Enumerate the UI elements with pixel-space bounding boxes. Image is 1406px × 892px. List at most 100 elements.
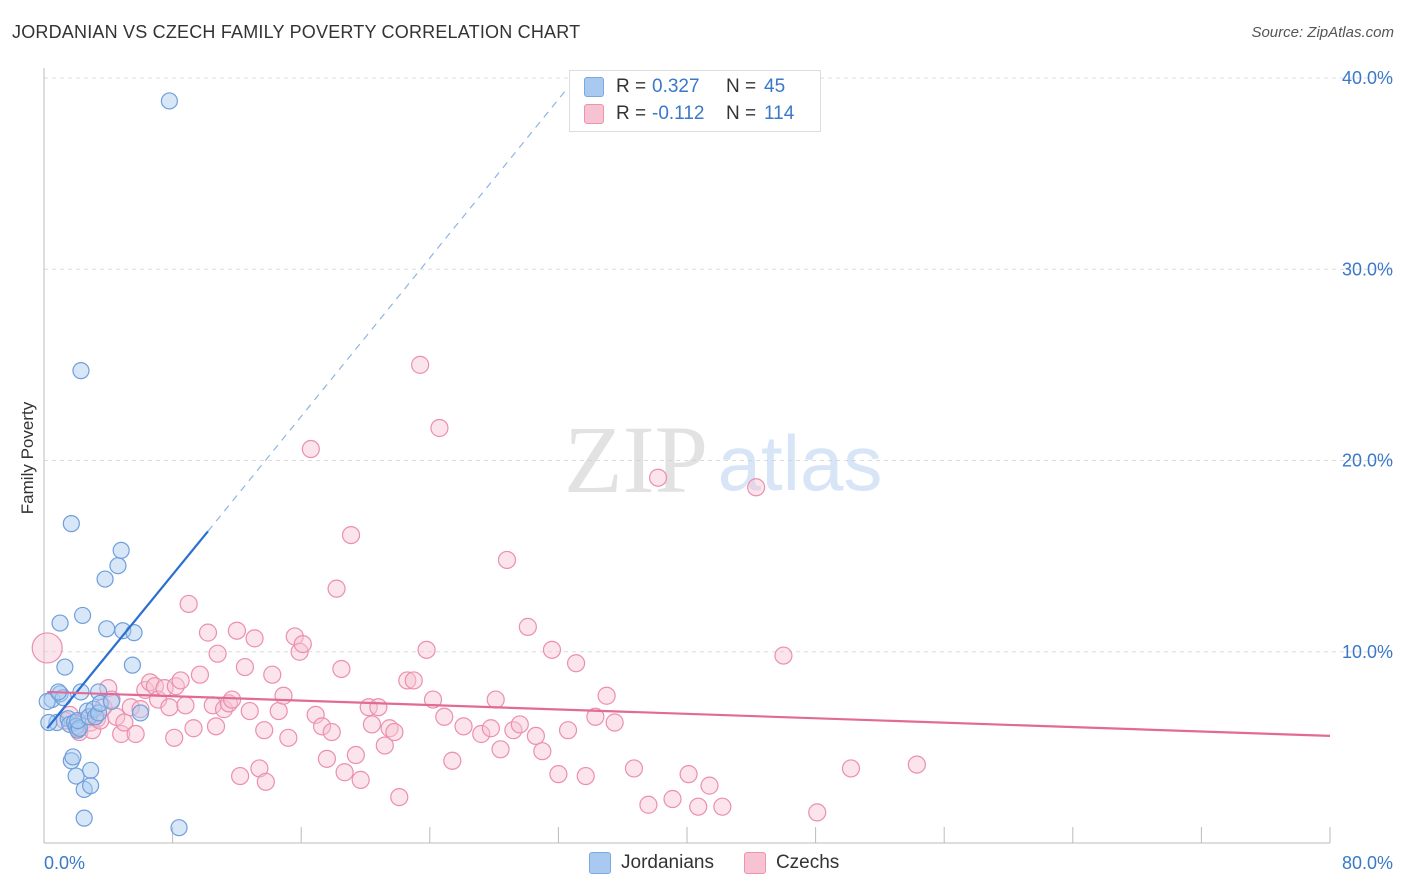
jordanian-point [123,656,142,674]
czech-point [639,795,658,814]
legend-r-label: R = [616,76,647,97]
czech-point [404,671,423,690]
watermark-atlas: atlas [718,419,883,507]
czech-point [624,759,644,778]
czech-trend-line [47,690,1331,737]
x-tick-label-max: 80.0% [1342,853,1393,873]
czech-point [566,654,586,673]
czech-point [274,686,293,705]
jordanian-point [82,777,100,795]
grid-lines [44,77,1395,653]
czech-point [206,717,226,736]
czech-point [112,724,131,744]
jordanian-point [109,557,127,575]
czech-point [327,579,346,598]
series-legend: Jordanians Czechs [589,852,869,874]
x-tick-label-min: 0.0% [44,853,85,873]
czech-point [341,525,361,545]
jordanian-point [160,92,178,110]
y-tick-label: 20.0% [1342,451,1393,471]
jordanian-point [75,809,93,827]
correlation-legend: R = 0.327 N = 45 R = -0.112 N = 114 [569,70,821,132]
legend-r-value: -0.112 [652,103,705,124]
legend-r-label: R = [616,103,647,124]
czech-point [435,707,454,726]
czech-point [279,728,298,747]
series-label-czechs: Czechs [775,852,840,873]
czech-point [269,701,288,721]
legend-r-value: 0.327 [652,76,700,97]
jordanian-point [40,713,58,732]
czech-point [648,468,668,487]
legend-n-value: 114 [764,103,795,124]
czech-point [411,355,430,374]
czech-point [549,765,568,784]
jordanian-points [38,92,188,837]
jordanian-point [56,658,74,676]
czech-point [747,478,766,497]
czech-point [841,759,861,778]
jordanian-point [64,748,82,766]
czech-point [115,713,134,732]
legend-n-label: N = [726,103,757,124]
czech-point [526,726,545,746]
czech-point [443,751,462,770]
jordanian-trend-line [46,530,209,729]
czech-point [198,623,218,642]
czech-point [774,646,793,665]
czech-point [533,742,552,761]
czech-point [227,621,246,640]
czech-point [576,766,595,786]
czech-point [317,749,337,768]
czech-point [510,715,529,734]
czech-point [255,721,274,740]
tick-labels: 10.0% 20.0% 30.0% 40.0% 0.0% 80.0% [44,68,1393,873]
czech-point [417,640,436,659]
czech-point [362,715,382,734]
czech-point [454,717,473,736]
czech-point [351,770,370,789]
czech-point [663,789,682,809]
czech-point [542,640,562,659]
czech-point [423,690,443,709]
czech-point [301,439,320,459]
czech-point [430,418,449,438]
czech-point [176,696,195,715]
series-swatch-czechs [743,852,766,874]
jordanian-point [170,819,188,837]
jordanian-point [51,614,69,632]
source-credit: Source: ZipAtlas.com [1251,24,1394,41]
czech-point [335,763,354,782]
czech-point [472,724,491,744]
czech-point [713,797,732,816]
axes [43,68,1331,844]
czech-point [160,698,179,717]
czech-point [491,740,510,759]
jordanian-point [112,541,130,559]
jordanian-point [102,692,121,711]
czech-point [369,698,388,717]
czech-point [263,665,282,684]
czech-point [240,701,259,721]
legend-swatch-jordanians [584,77,604,97]
jordanian-point [98,620,116,638]
czech-point [231,766,250,786]
czech-point [99,678,118,698]
czech-point [332,659,351,679]
series-legend-czechs[interactable]: Czechs [743,852,840,874]
czech-point [558,721,578,740]
czech-point [518,617,537,636]
jordanian-point [67,767,85,785]
czech-point [679,765,698,784]
czech-point [497,550,517,570]
czech-point [385,722,404,742]
chart-title: JORDANIAN VS CZECH FAMILY POVERTY CORREL… [12,22,581,42]
jordanian-point [131,704,150,722]
czech-point [346,745,365,765]
jordanian-point [82,761,100,779]
jordanian-point [38,692,56,711]
trend-lines [46,89,1331,737]
series-legend-jordanians[interactable]: Jordanians [589,852,714,874]
czech-points [31,355,926,822]
